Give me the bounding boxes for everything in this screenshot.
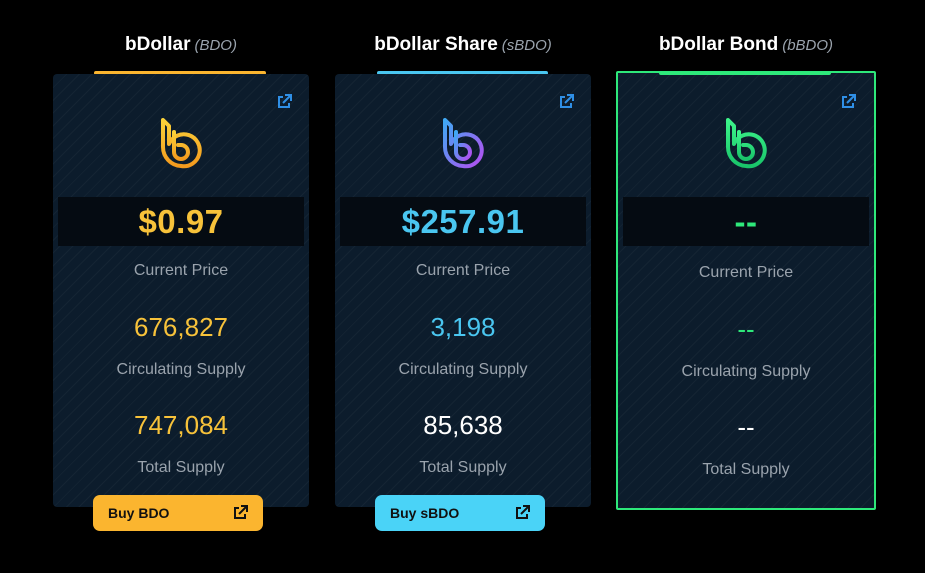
buy-button-label: Buy BDO (108, 505, 170, 521)
external-link-icon (232, 505, 248, 521)
total-supply-label: Total Supply (137, 459, 225, 476)
circulating-supply-value: 676,827 (134, 312, 228, 342)
bbdo-title: bDollar Bond (bBDO) (616, 34, 876, 56)
current-price-value: $0.97 (138, 202, 224, 240)
external-link-icon (514, 505, 530, 521)
token-name: bDollar Share (374, 34, 498, 55)
total-supply-value: -- (737, 412, 755, 442)
current-price-value: -- (734, 202, 758, 240)
circulating-supply-label: Circulating Supply (116, 361, 246, 378)
sbdo-accent-underline (377, 71, 548, 75)
circulating-supply-label: Circulating Supply (681, 363, 811, 380)
bdo-column: bDollar (BDO) $0.97 Current Price 676,827… (53, 0, 309, 573)
price-box: $257.91 (340, 197, 586, 246)
sbdo-column: bDollar Share (sBDO) $257.91 Current Pric… (335, 0, 591, 573)
token-ticker: (BDO) (194, 37, 237, 54)
token-name: bDollar (125, 34, 191, 55)
buy-bdo-button[interactable]: Buy BDO (93, 495, 263, 531)
token-name: bDollar Bond (658, 34, 779, 55)
bdo-card: $0.97 Current Price 676,827 Circulating … (53, 74, 309, 507)
bdo-logo-icon (155, 118, 207, 172)
price-box: -- (623, 197, 869, 246)
external-link-icon[interactable] (558, 94, 574, 110)
total-supply-label: Total Supply (702, 461, 790, 478)
bdo-accent-underline (94, 71, 266, 75)
sbdo-title: bDollar Share (sBDO) (335, 34, 591, 56)
sbdo-card: $257.91 Current Price 3,198 Circulating … (335, 74, 591, 507)
bbdo-accent-underline (659, 71, 831, 75)
total-supply-label: Total Supply (419, 459, 507, 476)
circulating-supply-value: 3,198 (430, 312, 496, 342)
external-link-icon[interactable] (840, 94, 856, 110)
current-price-label: Current Price (698, 264, 794, 281)
token-ticker: (bBDO) (782, 37, 834, 54)
bbdo-column: bDollar Bond (bBDO) -- Current Price -- C… (616, 0, 876, 573)
current-price-value: $257.91 (401, 202, 525, 240)
current-price-label: Current Price (415, 262, 511, 279)
total-supply-value: 85,638 (423, 410, 503, 440)
bbdo-logo-icon (720, 118, 772, 172)
token-ticker: (sBDO) (501, 37, 552, 54)
total-supply-value: 747,084 (134, 410, 228, 440)
current-price-label: Current Price (133, 262, 229, 279)
buy-sbdo-button[interactable]: Buy sBDO (375, 495, 545, 531)
bdo-title: bDollar (BDO) (53, 34, 309, 56)
circulating-supply-label: Circulating Supply (398, 361, 528, 378)
sbdo-logo-icon (437, 118, 489, 172)
buy-button-label: Buy sBDO (390, 505, 460, 521)
price-box: $0.97 (58, 197, 304, 246)
bbdo-card: -- Current Price -- Circulating Supply -… (616, 71, 876, 510)
external-link-icon[interactable] (276, 94, 292, 110)
circulating-supply-value: -- (737, 314, 755, 344)
